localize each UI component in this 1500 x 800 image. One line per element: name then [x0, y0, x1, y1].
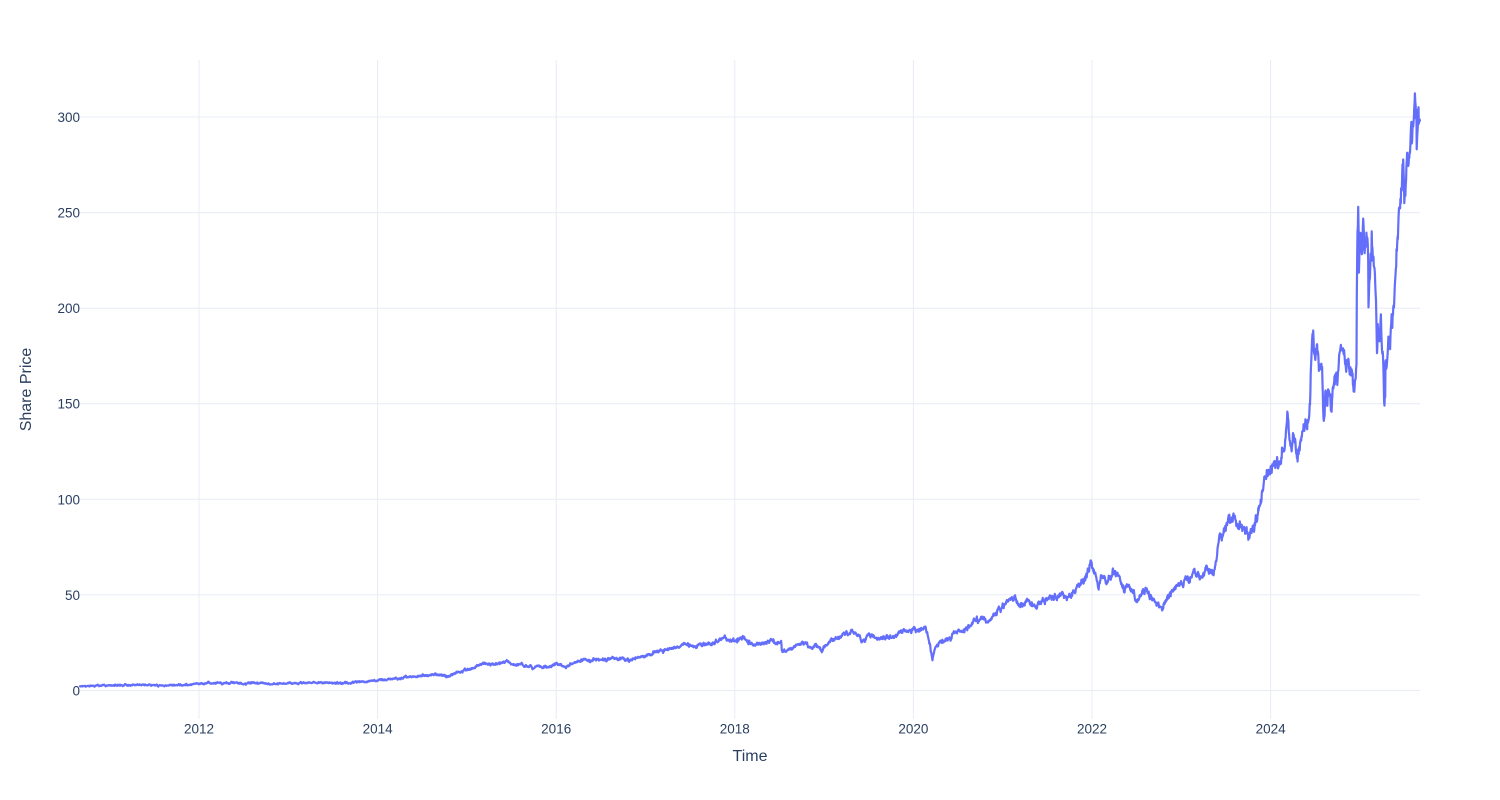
- svg-text:2014: 2014: [363, 722, 394, 737]
- svg-text:200: 200: [57, 301, 80, 316]
- svg-text:2012: 2012: [184, 722, 214, 737]
- svg-text:2018: 2018: [720, 722, 750, 737]
- svg-text:0: 0: [72, 684, 80, 699]
- svg-text:2024: 2024: [1256, 722, 1287, 737]
- svg-text:300: 300: [57, 110, 80, 125]
- svg-text:250: 250: [57, 206, 80, 221]
- svg-text:Time: Time: [733, 748, 768, 765]
- svg-text:2016: 2016: [541, 722, 571, 737]
- svg-text:Share Price: Share Price: [18, 348, 35, 432]
- svg-text:2022: 2022: [1077, 722, 1107, 737]
- svg-text:2020: 2020: [898, 722, 928, 737]
- svg-text:150: 150: [57, 397, 80, 412]
- svg-text:100: 100: [57, 492, 80, 507]
- svg-text:50: 50: [65, 588, 80, 603]
